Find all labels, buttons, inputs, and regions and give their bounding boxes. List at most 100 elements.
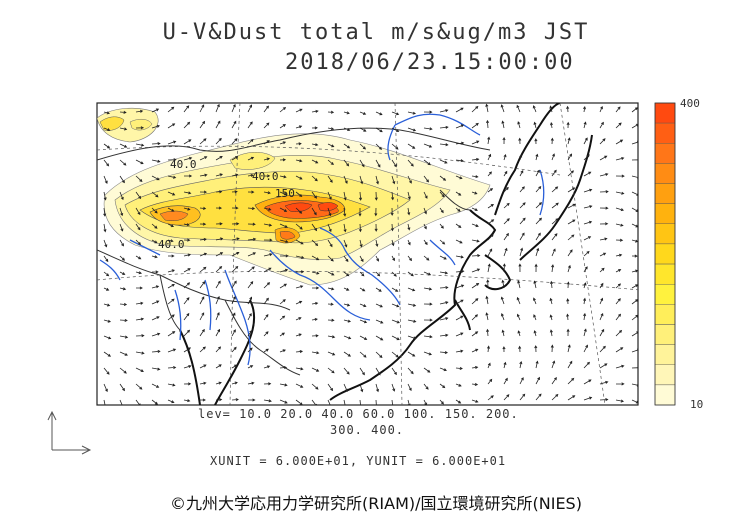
colorbar-swatch xyxy=(654,223,676,245)
wind-arrow xyxy=(500,104,505,113)
wind-arrow xyxy=(423,239,428,246)
wind-arrow xyxy=(199,120,206,129)
wind-arrow xyxy=(455,191,462,196)
wind-arrow xyxy=(215,364,222,369)
wind-arrow xyxy=(567,187,576,193)
wind-arrow xyxy=(534,345,538,353)
wind-arrow xyxy=(343,191,347,201)
wind-arrow xyxy=(631,254,638,258)
colorbar-swatch xyxy=(654,143,676,164)
wind-arrow xyxy=(439,271,449,275)
wind-arrow xyxy=(519,377,524,385)
wind-arrow xyxy=(391,143,399,150)
wind-arrow xyxy=(183,329,191,337)
wind-arrow xyxy=(423,335,433,339)
wind-arrow xyxy=(343,143,351,149)
wind-arrow xyxy=(566,105,570,113)
wind-arrow xyxy=(549,297,553,305)
wind-arrow xyxy=(311,207,317,216)
wind-arrow xyxy=(583,250,590,257)
wind-arrow xyxy=(183,282,191,289)
wind-arrow xyxy=(311,223,318,232)
wind-arrow xyxy=(455,332,464,337)
wind-arrow xyxy=(295,350,304,354)
wind-arrow xyxy=(167,223,175,228)
wind-arrow xyxy=(501,120,505,129)
wind-arrow xyxy=(103,175,108,184)
wind-arrow xyxy=(583,171,592,177)
wind-arrow xyxy=(311,334,319,338)
wind-arrow xyxy=(615,122,622,129)
coastlines xyxy=(179,103,593,405)
wind-arrow xyxy=(263,282,271,289)
wind-arrow xyxy=(471,399,479,403)
wind-arrow xyxy=(199,266,207,273)
wind-arrow xyxy=(583,297,587,305)
wind-arrow xyxy=(359,319,368,324)
wind-arrow xyxy=(439,191,445,198)
wind-arrow xyxy=(183,382,192,386)
wind-arrow xyxy=(199,222,207,226)
wind-arrow xyxy=(167,140,177,145)
wind-arrow xyxy=(183,121,191,129)
wind-arrow xyxy=(215,346,222,353)
wind-arrow xyxy=(183,156,193,161)
wind-arrow xyxy=(567,395,576,401)
wind-arrow xyxy=(535,153,539,161)
wind-arrow xyxy=(423,383,429,390)
wind-arrow xyxy=(295,142,302,146)
wind-arrow xyxy=(327,271,335,276)
wind-arrow xyxy=(135,255,142,260)
wind-arrow xyxy=(615,238,624,242)
wind-arrow xyxy=(375,111,383,116)
colorbar-swatch xyxy=(654,122,676,144)
colorbar-swatch xyxy=(654,384,676,406)
wind-arrow xyxy=(407,351,416,357)
wind-arrow xyxy=(566,121,570,129)
wind-arrow xyxy=(327,302,334,306)
wind-arrow xyxy=(615,382,625,386)
wind-arrow xyxy=(263,122,270,129)
wind-arrow xyxy=(359,111,367,115)
wind-arrow xyxy=(103,239,108,248)
wind-arrow xyxy=(151,207,158,214)
wind-arrow xyxy=(215,120,221,129)
wind-arrow xyxy=(487,362,491,369)
wind-arrow xyxy=(263,157,271,161)
wind-arrow xyxy=(199,138,207,145)
wind-arrow xyxy=(471,207,478,211)
wind-arrow xyxy=(247,252,257,257)
wind-arrow xyxy=(583,344,588,353)
wind-arrow xyxy=(519,360,523,369)
wind-arrow xyxy=(151,399,159,405)
wind-arrow xyxy=(327,207,332,217)
contour-label: 150 xyxy=(275,187,295,200)
wind-arrow xyxy=(199,252,208,257)
colorbar-swatch xyxy=(654,263,676,285)
wind-arrow xyxy=(119,318,128,322)
wind-arrow xyxy=(103,255,109,263)
wind-arrow xyxy=(583,266,588,273)
wind-arrow xyxy=(248,398,256,402)
wind-arrow xyxy=(119,383,125,392)
wind-arrow xyxy=(631,383,638,387)
wind-arrow xyxy=(119,351,128,356)
wind-arrow xyxy=(295,223,303,230)
wind-arrow xyxy=(533,121,537,129)
wind-arrow xyxy=(567,264,571,273)
wind-arrow xyxy=(311,351,320,355)
wind-arrow xyxy=(423,399,428,405)
wind-arrow xyxy=(615,283,622,289)
wind-arrow xyxy=(119,127,128,131)
wind-arrow xyxy=(567,249,573,257)
wind-arrow xyxy=(311,399,318,405)
wind-arrow xyxy=(407,271,414,277)
wind-arrow xyxy=(119,271,126,275)
wind-arrow xyxy=(279,254,289,258)
wind-arrow xyxy=(532,105,537,113)
wind-arrow xyxy=(486,328,490,337)
wind-arrow xyxy=(263,348,269,353)
wind-arrow xyxy=(549,329,553,337)
wind-arrow xyxy=(550,137,554,145)
country-borders xyxy=(97,127,491,376)
